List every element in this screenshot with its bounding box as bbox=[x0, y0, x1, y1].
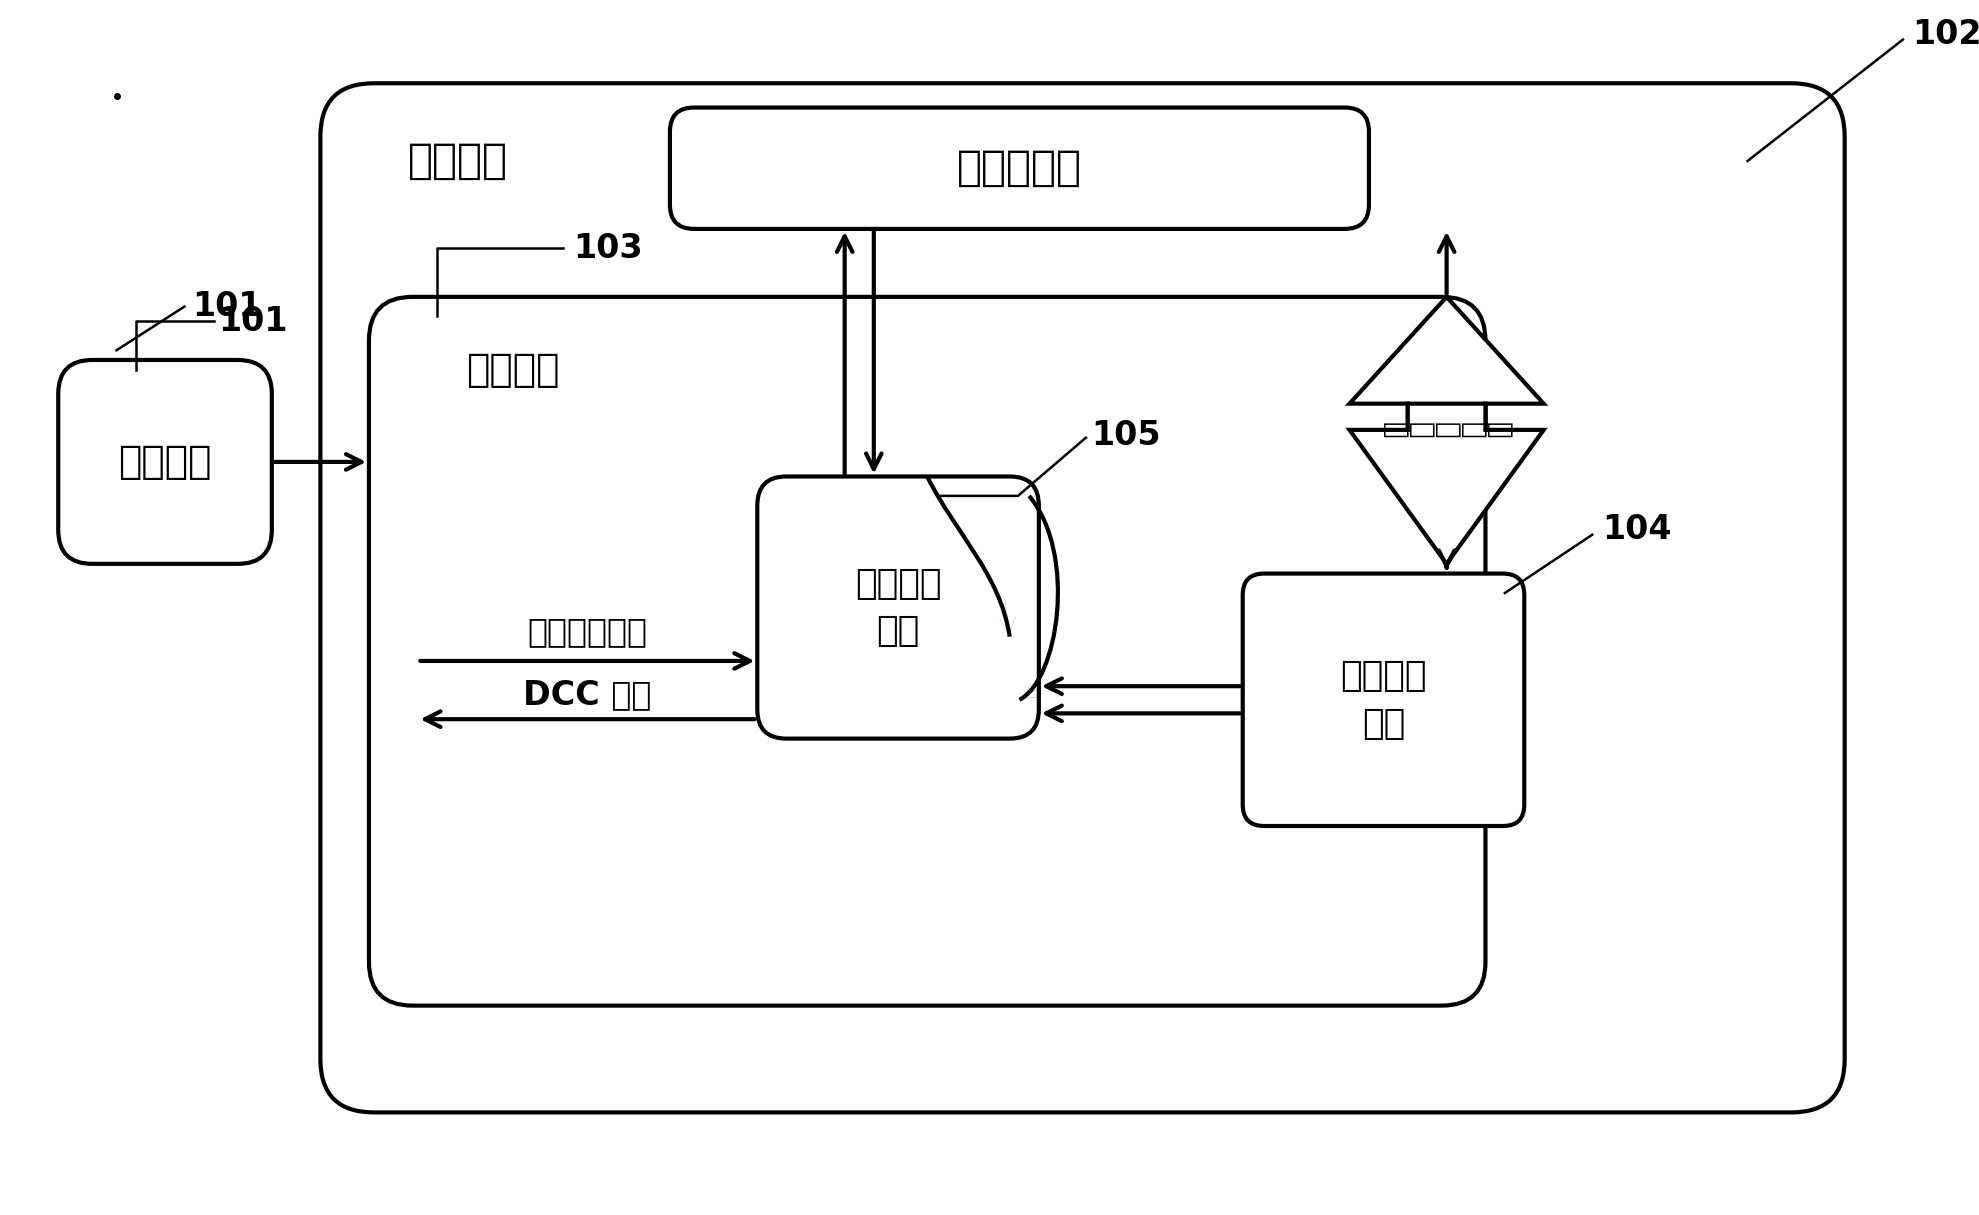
Text: 101: 101 bbox=[218, 305, 289, 338]
Text: 业务单板: 业务单板 bbox=[465, 351, 560, 389]
FancyBboxPatch shape bbox=[57, 360, 271, 564]
Text: 103: 103 bbox=[572, 232, 643, 265]
Text: DCC 通路: DCC 通路 bbox=[522, 678, 651, 712]
FancyBboxPatch shape bbox=[368, 296, 1486, 1006]
FancyBboxPatch shape bbox=[671, 108, 1369, 228]
Text: 定时控制
单元: 定时控制 单元 bbox=[1340, 659, 1427, 740]
Text: 远端网元: 远端网元 bbox=[408, 140, 509, 182]
Polygon shape bbox=[1350, 296, 1544, 430]
Text: 104: 104 bbox=[1601, 514, 1672, 547]
FancyBboxPatch shape bbox=[321, 84, 1844, 1113]
Text: 102: 102 bbox=[1912, 18, 1979, 51]
Text: 网管系统: 网管系统 bbox=[119, 443, 212, 481]
FancyBboxPatch shape bbox=[758, 476, 1039, 739]
Polygon shape bbox=[1350, 403, 1544, 564]
Text: 网元控制板: 网元控制板 bbox=[958, 147, 1083, 190]
Text: 维护控制
单元: 维护控制 单元 bbox=[855, 567, 942, 649]
Text: 105: 105 bbox=[1090, 419, 1160, 452]
FancyBboxPatch shape bbox=[1243, 573, 1524, 826]
Text: 重
新
配
置
器: 重 新 配 置 器 bbox=[1381, 422, 1512, 439]
Text: 101: 101 bbox=[192, 290, 261, 323]
Text: 维护控制命令: 维护控制命令 bbox=[526, 615, 647, 649]
